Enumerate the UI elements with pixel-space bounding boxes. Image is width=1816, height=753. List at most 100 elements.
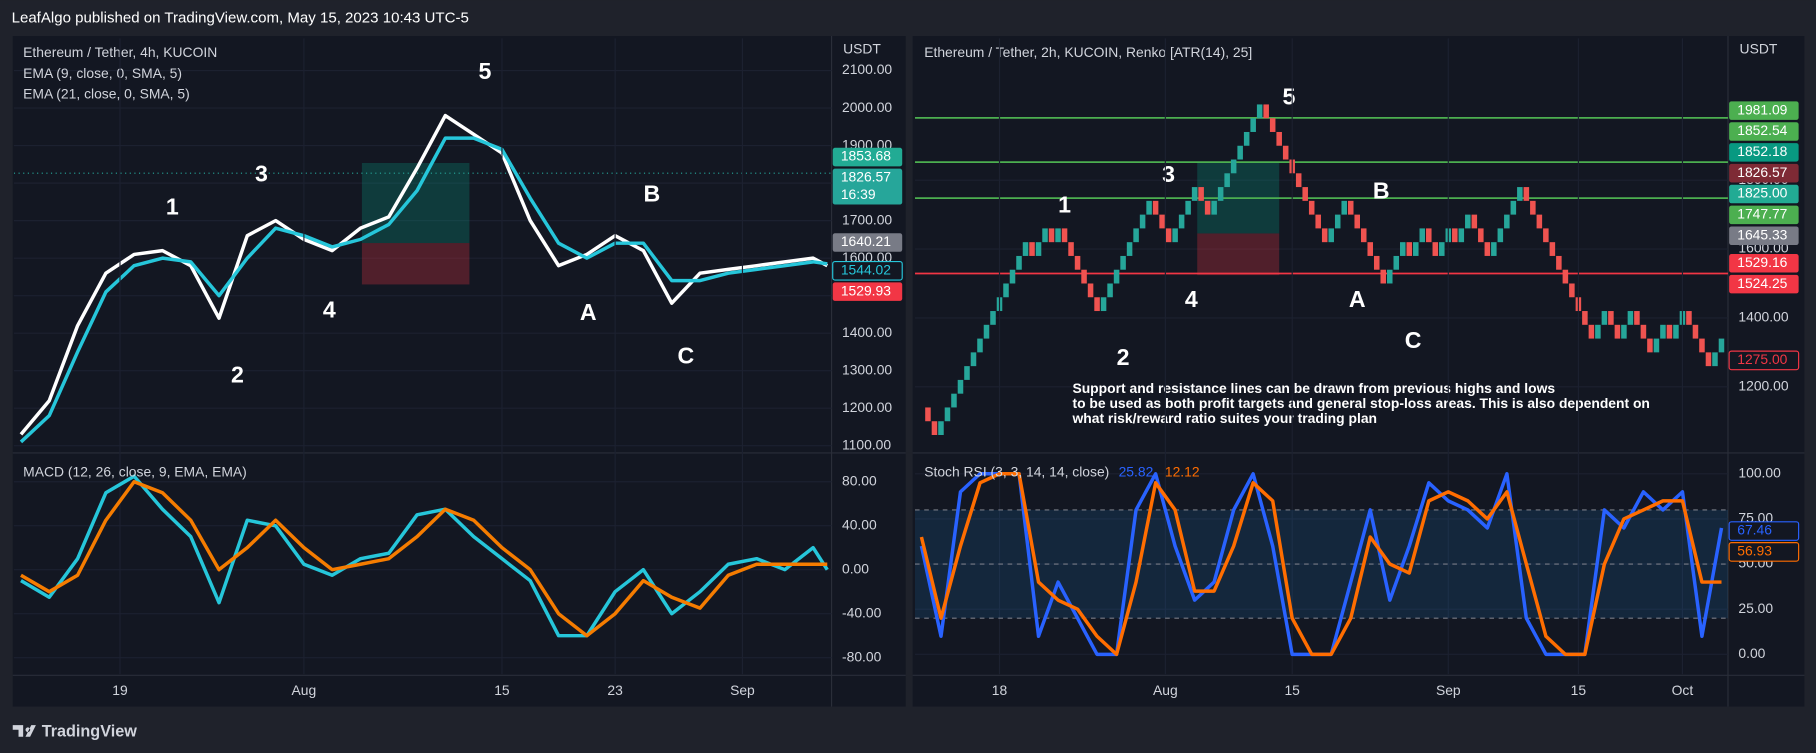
legend-entry: EMA (21, close, 0, SMA, 5) <box>23 86 190 102</box>
renko-brick <box>1497 228 1504 243</box>
y-tick-label: 40.00 <box>842 516 877 532</box>
renko-brick <box>1159 214 1165 229</box>
price-badge <box>832 260 903 281</box>
renko-brick <box>1400 242 1406 256</box>
grid <box>914 179 1728 388</box>
renko-brick <box>1061 228 1068 243</box>
renko-brick <box>1068 242 1074 256</box>
renko-brick <box>1308 200 1315 215</box>
price-badge-label: 1645.33 <box>1737 226 1787 242</box>
renko-brick <box>1146 200 1152 215</box>
renko-brick <box>1634 311 1640 325</box>
renko-brick <box>1009 269 1016 284</box>
renko-brick <box>1347 200 1354 215</box>
renko-brick <box>1354 214 1361 229</box>
price-badge <box>832 168 903 205</box>
stop-zone <box>1197 233 1280 276</box>
y-tick-label: 1700.00 <box>842 211 892 227</box>
renko-brick <box>1432 242 1439 256</box>
price-badge <box>1729 101 1799 120</box>
plot-area <box>914 472 1728 657</box>
x-tick-label: Aug <box>1153 682 1178 698</box>
price-badge-label: 1825.00 <box>1737 185 1787 201</box>
renko-brick <box>1022 242 1029 256</box>
price-badge <box>1728 350 1800 371</box>
price-badge <box>1729 122 1799 141</box>
renko-brick <box>938 421 944 436</box>
renko-brick <box>1107 283 1113 298</box>
renko-brick <box>1315 214 1321 229</box>
renko-brick <box>1627 311 1634 325</box>
price-badge <box>1729 184 1799 204</box>
price-badge-label: 1275.00 <box>1737 351 1787 367</box>
y-tick-label: 1300.00 <box>842 361 892 377</box>
renko-brick <box>1191 187 1198 201</box>
price-badge-label: 1544.02 <box>841 261 891 277</box>
publish-header: LeafAlgo published on TradingView.com, M… <box>12 10 469 27</box>
renko-brick <box>1217 187 1224 201</box>
renko-brick <box>1302 187 1308 201</box>
renko-brick <box>964 366 970 380</box>
x-tick-label: 15 <box>1571 682 1587 698</box>
price-badge <box>1729 274 1799 294</box>
renko-brick <box>1426 228 1432 243</box>
renko-brick <box>1165 228 1172 243</box>
y-tick-label: 0.00 <box>842 560 869 576</box>
renko-brick <box>1224 173 1230 188</box>
y-tick-label: -80.00 <box>842 648 882 664</box>
pane-title: Ethereum / Tether, 2h, KUCOIN, Renko [AT… <box>924 44 1252 60</box>
y-tick-label: 1600.00 <box>842 249 892 265</box>
wave-label: C <box>1405 327 1422 353</box>
renko-brick <box>1016 255 1022 270</box>
note-text: to be used as both profit targets and ge… <box>1072 395 1649 411</box>
renko-brick <box>983 324 990 339</box>
renko-brick <box>1601 311 1608 325</box>
renko-brick <box>1178 214 1185 229</box>
renko-brick <box>1640 324 1647 339</box>
renko-brick <box>1113 269 1120 284</box>
renko-brick <box>1204 200 1211 215</box>
renko-brick <box>1413 242 1419 256</box>
renko-brick <box>944 407 951 422</box>
price-badge <box>1729 205 1799 225</box>
logo-mark <box>12 725 36 737</box>
price-badge <box>1729 226 1799 245</box>
renko-brick <box>1588 324 1595 339</box>
renko-brick <box>1250 118 1256 132</box>
x-tick-label: 15 <box>1284 682 1300 698</box>
wave-label: 4 <box>323 297 336 323</box>
renko-brick <box>1243 131 1250 146</box>
legend-value: 12.12 <box>1165 463 1200 479</box>
y-tick-label: 1400.00 <box>1738 309 1788 325</box>
wave-label: 2 <box>1117 344 1130 370</box>
wave-label: B <box>1373 177 1390 203</box>
renko-brick <box>1549 242 1556 256</box>
renko-brick <box>1133 228 1139 243</box>
y-tick-label: 1200.00 <box>1738 377 1788 393</box>
renko-brick <box>1003 283 1009 298</box>
x-tick-label: 15 <box>494 682 510 698</box>
wave-label: C <box>677 343 694 369</box>
price-badge-label: 1524.25 <box>1737 275 1787 291</box>
renko-brick <box>1198 187 1204 201</box>
renko-brick <box>1230 159 1237 174</box>
renko-brick <box>1120 255 1126 270</box>
footer-brand: TradingView <box>42 722 138 740</box>
price-badge <box>1729 163 1799 183</box>
axis-unit: USDT <box>1740 41 1778 57</box>
series-line <box>20 474 829 638</box>
x-tick-label: Aug <box>292 682 317 698</box>
price-badge-label: 1852.54 <box>1737 122 1787 138</box>
wave-label: 1 <box>1058 191 1071 217</box>
wave-label: A <box>1349 286 1366 312</box>
price-badge-label: 1826.57 <box>1737 164 1787 180</box>
renko-brick <box>1328 228 1334 243</box>
renko-brick <box>1536 214 1543 229</box>
renko-brick <box>1035 242 1042 256</box>
renko-brick <box>1595 324 1601 339</box>
price-badge-label: 1529.16 <box>1737 254 1787 270</box>
note-text: Support and resistance lines can be draw… <box>1072 380 1555 396</box>
renko-brick <box>1556 255 1562 270</box>
price-badge <box>1729 254 1799 273</box>
